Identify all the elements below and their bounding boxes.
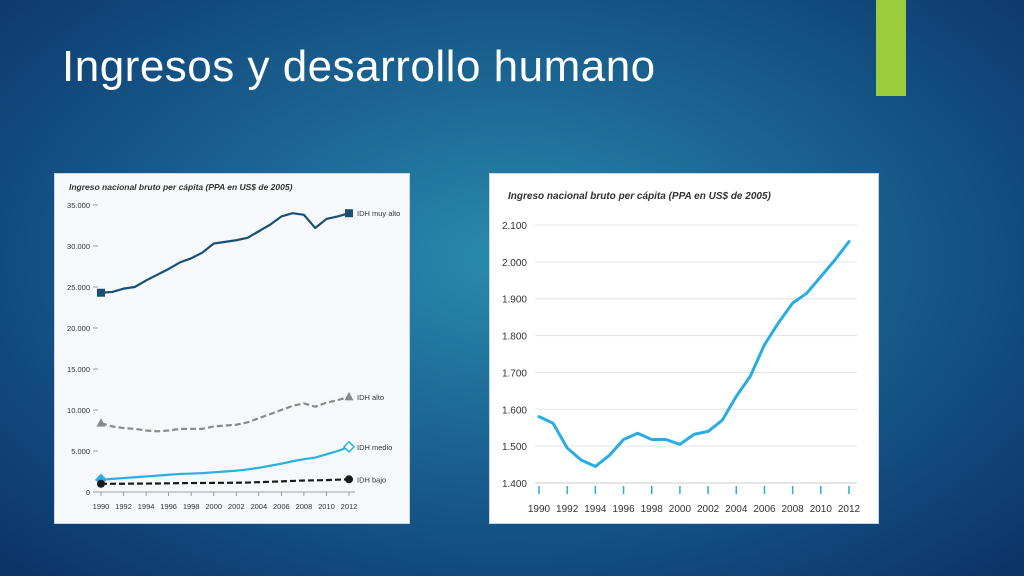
y-tick-label: 0 bbox=[86, 488, 90, 497]
y-tick-label: 35.000 bbox=[67, 201, 90, 210]
series-line bbox=[100, 395, 350, 433]
y-tick-label: 2.100 bbox=[502, 221, 527, 232]
x-tick-label: 2000 bbox=[669, 504, 692, 515]
x-tick-label: 2010 bbox=[810, 504, 833, 515]
x-tick-label: 1994 bbox=[138, 502, 155, 511]
y-tick-label: 1.900 bbox=[502, 295, 527, 306]
series-line bbox=[100, 445, 350, 481]
x-tick-label: 2008 bbox=[296, 502, 313, 511]
x-tick-label: 2004 bbox=[725, 504, 748, 515]
series-marker bbox=[97, 288, 105, 297]
x-tick-label: 2010 bbox=[318, 502, 335, 511]
chart-left-svg: Ingreso nacional bruto per cápita (PPA e… bbox=[67, 182, 400, 511]
accent-bar bbox=[876, 0, 906, 96]
y-tick-label: 20.000 bbox=[67, 324, 90, 333]
x-tick-label: 2012 bbox=[341, 502, 358, 511]
y-tick-label: 1.500 bbox=[502, 442, 527, 453]
series-marker bbox=[97, 479, 105, 488]
series-line bbox=[100, 212, 350, 294]
x-tick-label: 1990 bbox=[528, 504, 551, 515]
series-line bbox=[537, 240, 851, 468]
y-tick-label: 25.000 bbox=[67, 283, 90, 292]
x-tick-label: 1992 bbox=[556, 504, 579, 515]
x-tick-label: 1998 bbox=[641, 504, 664, 515]
series-label: IDH alto bbox=[357, 393, 384, 402]
x-tick-label: 1994 bbox=[584, 504, 607, 515]
x-tick-label: 2006 bbox=[753, 504, 776, 515]
chart-panel-right: Ingreso nacional bruto per cápita (PPA e… bbox=[489, 173, 879, 524]
x-tick-label: 2002 bbox=[228, 502, 245, 511]
y-tick-label: 1.800 bbox=[502, 332, 527, 343]
x-tick-label: 2004 bbox=[250, 502, 267, 511]
x-tick-label: 2002 bbox=[697, 504, 720, 515]
series-marker bbox=[96, 418, 106, 427]
x-tick-label: 2000 bbox=[205, 502, 222, 511]
series-marker bbox=[344, 391, 354, 401]
series-marker bbox=[345, 475, 353, 484]
y-tick-label: 30.000 bbox=[67, 242, 90, 251]
y-tick-label: 1.400 bbox=[502, 479, 527, 490]
series-marker bbox=[342, 440, 356, 453]
series-label: IDH bajo bbox=[357, 475, 386, 484]
x-tick-label: 1996 bbox=[160, 502, 177, 511]
y-tick-label: 10.000 bbox=[67, 406, 90, 415]
y-tick-label: 5.000 bbox=[71, 447, 90, 456]
series-marker bbox=[345, 209, 353, 218]
y-tick-label: 1.700 bbox=[502, 368, 527, 379]
x-tick-label: 2008 bbox=[782, 504, 805, 515]
chart-panel-left: Ingreso nacional bruto per cápita (PPA e… bbox=[54, 173, 410, 524]
y-tick-label: 1.600 bbox=[502, 405, 527, 416]
series-label: IDH medio bbox=[357, 443, 392, 452]
slide-title: Ingresos y desarrollo humano bbox=[62, 42, 656, 91]
series-label: IDH muy alto bbox=[357, 209, 400, 218]
chart-caption: Ingreso nacional bruto per cápita (PPA e… bbox=[69, 182, 293, 192]
x-tick-label: 1990 bbox=[93, 502, 110, 511]
x-tick-label: 2012 bbox=[838, 504, 861, 515]
x-tick-label: 1998 bbox=[183, 502, 200, 511]
x-tick-label: 2006 bbox=[273, 502, 290, 511]
y-tick-label: 15.000 bbox=[67, 365, 90, 374]
chart-caption: Ingreso nacional bruto per cápita (PPA e… bbox=[508, 191, 772, 202]
series-line bbox=[101, 478, 350, 485]
y-tick-label: 2.000 bbox=[502, 258, 527, 269]
chart-right-svg: Ingreso nacional bruto per cápita (PPA e… bbox=[502, 191, 861, 515]
x-tick-label: 1992 bbox=[115, 502, 132, 511]
x-tick-label: 1996 bbox=[612, 504, 635, 515]
